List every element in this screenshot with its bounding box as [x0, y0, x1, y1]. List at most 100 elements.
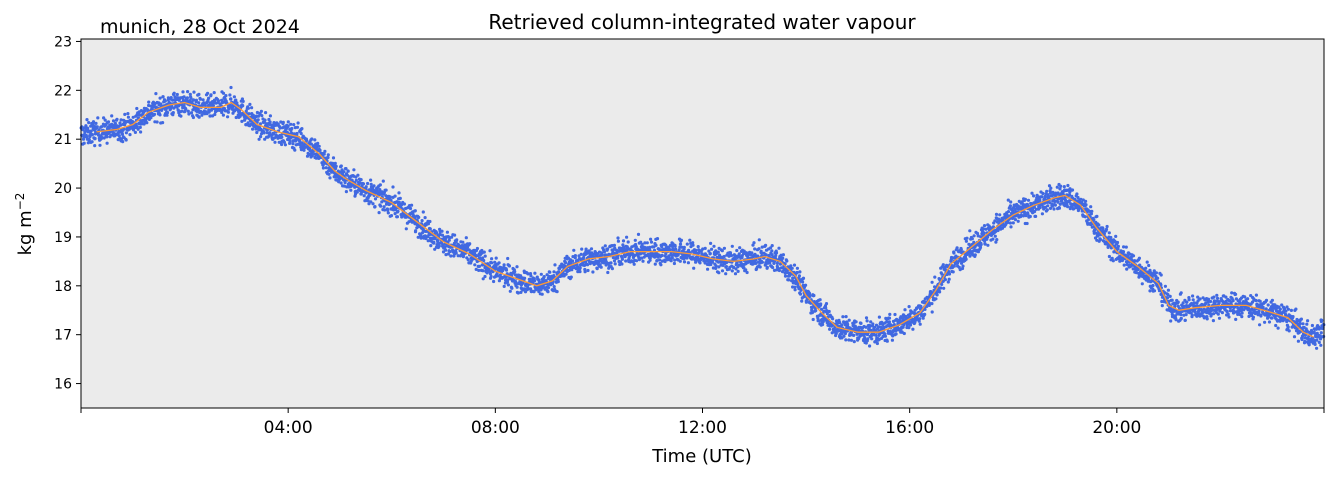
scatter-point: [703, 246, 707, 250]
scatter-point: [437, 244, 441, 248]
scatter-point: [1016, 219, 1020, 223]
scatter-point: [220, 110, 224, 115]
scatter-point: [659, 263, 663, 267]
scatter-point: [1066, 205, 1070, 209]
scatter-point: [790, 266, 794, 270]
scatter-point: [1191, 294, 1195, 298]
scatter-point: [180, 109, 184, 113]
scatter-point: [865, 319, 869, 323]
scatter-point: [352, 168, 356, 172]
scatter-point: [197, 101, 201, 105]
x-tick-label: 16:00: [885, 418, 934, 438]
scatter-point: [268, 120, 272, 124]
scatter-point: [1009, 200, 1013, 204]
scatter-point: [955, 246, 959, 250]
scatter-point: [1266, 303, 1270, 307]
scatter-point: [1011, 221, 1015, 225]
scatter-point: [1212, 312, 1216, 316]
scatter-point: [760, 260, 765, 264]
scatter-point: [273, 140, 277, 144]
scatter-point: [362, 194, 366, 198]
scatter-point: [1140, 282, 1144, 286]
scatter-point: [147, 103, 151, 108]
scatter-point: [943, 278, 948, 282]
scatter-point: [93, 136, 97, 141]
scatter-point: [264, 111, 268, 115]
scatter-point: [1025, 221, 1029, 226]
scatter-point: [393, 194, 397, 198]
scatter-point: [161, 121, 165, 125]
scatter-point: [1246, 297, 1250, 301]
scatter-point: [283, 143, 287, 147]
scatter-point: [753, 247, 757, 251]
scatter-point: [649, 240, 654, 244]
scatter-point: [620, 257, 625, 261]
scatter-point: [516, 291, 520, 295]
scatter-point: [364, 185, 368, 189]
scatter-point: [686, 261, 691, 265]
scatter-point: [201, 98, 205, 102]
scatter-point: [288, 139, 292, 144]
scatter-point: [305, 138, 309, 143]
scatter-point: [161, 95, 165, 99]
scatter-point: [373, 205, 377, 209]
x-tick-label: 12:00: [678, 418, 727, 438]
scatter-point: [410, 203, 414, 207]
scatter-point: [655, 237, 660, 241]
scatter-point: [229, 85, 233, 90]
scatter-point: [658, 258, 662, 262]
scatter-point: [196, 107, 200, 111]
scatter-point: [564, 272, 568, 276]
scatter-point: [804, 283, 808, 287]
scatter-point: [99, 125, 104, 129]
scatter-point: [1131, 254, 1136, 258]
scatter-point: [1179, 316, 1183, 320]
scatter-point: [251, 127, 255, 131]
scatter-point: [722, 246, 727, 250]
scatter-point: [296, 121, 300, 125]
scatter-point: [1052, 207, 1056, 211]
scatter-point: [349, 188, 353, 192]
scatter-point: [982, 231, 986, 235]
scatter-point: [1300, 337, 1304, 342]
scatter-point: [800, 299, 804, 303]
scatter-point: [774, 251, 779, 255]
scatter-point: [814, 309, 818, 313]
scatter-point: [887, 320, 892, 324]
scatter-point: [1291, 315, 1295, 319]
scatter-point: [871, 322, 875, 326]
scatter-point: [279, 120, 283, 124]
scatter-point: [714, 264, 718, 268]
scatter-point: [1107, 254, 1111, 259]
scatter-point: [321, 166, 325, 170]
scatter-point: [1211, 319, 1215, 323]
scatter-point: [908, 323, 913, 327]
scatter-point: [240, 119, 244, 123]
scatter-point: [226, 115, 230, 119]
scatter-point: [1041, 191, 1045, 196]
scatter-point: [1227, 315, 1231, 319]
scatter-point: [402, 202, 406, 206]
x-tick-label: 20:00: [1092, 418, 1141, 438]
scatter-point: [1313, 342, 1317, 346]
scatter-point: [555, 290, 559, 294]
scatter-point: [870, 337, 874, 341]
scatter-point: [1114, 234, 1118, 238]
scatter-point: [354, 178, 358, 182]
scatter-point: [1298, 322, 1302, 326]
scatter-point: [1083, 215, 1087, 219]
scatter-point: [827, 309, 831, 314]
scatter-point: [578, 266, 582, 270]
scatter-point: [234, 98, 238, 102]
scatter-point: [1055, 185, 1059, 189]
scatter-point: [473, 263, 477, 267]
scatter-point: [648, 258, 652, 262]
scatter-point: [770, 244, 774, 248]
scatter-point: [129, 126, 133, 130]
scatter-point: [428, 227, 432, 231]
scatter-point: [139, 109, 143, 113]
scatter-point: [673, 258, 677, 262]
scatter-point: [221, 113, 225, 117]
scatter-point: [621, 243, 625, 247]
scatter-point: [444, 253, 448, 257]
